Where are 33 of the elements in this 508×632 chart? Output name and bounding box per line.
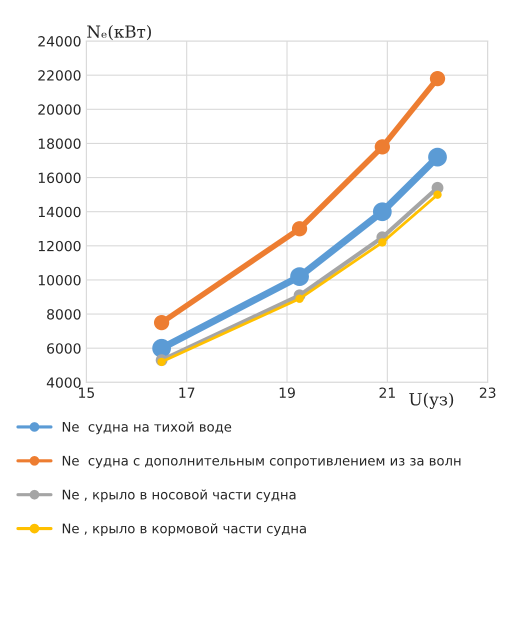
- legend-label: Ne , крыло в кормовой части судна: [62, 523, 306, 536]
- y-tick-label: 4000: [46, 377, 81, 388]
- x-tick-label: 17: [179, 388, 194, 398]
- point: [295, 294, 304, 303]
- point: [433, 190, 442, 199]
- point: [292, 221, 308, 236]
- point: [290, 267, 309, 286]
- x-tick-label: 23: [480, 387, 496, 398]
- point: [430, 70, 446, 86]
- x-tick-label: 19: [280, 387, 295, 398]
- point: [428, 148, 447, 166]
- y-tick-label: 12000: [38, 240, 81, 252]
- point: [374, 139, 390, 155]
- point: [154, 314, 170, 330]
- x-tick-label: 21: [380, 387, 395, 398]
- point: [378, 238, 386, 247]
- point: [372, 202, 392, 222]
- y-tick-label: 16000: [38, 172, 81, 184]
- y-tick-label: 18000: [38, 138, 81, 149]
- y-tick-label: 20000: [38, 104, 81, 115]
- y-tick-label: 10000: [38, 274, 81, 286]
- x-tick-label: 15: [79, 388, 94, 398]
- y-tick-label: 14000: [38, 206, 81, 218]
- legend-label: Ne судна с дополнительным сопротивлением из за волн: [62, 456, 460, 468]
- y-axis-title: Nₑ(кВт): [87, 24, 151, 40]
- legend-label: Ne , крыло в носовой части судна: [62, 489, 296, 502]
- y-tick-label: 24000: [38, 36, 81, 47]
- legend-label: Ne судна на тихой воде: [62, 422, 232, 434]
- y-tick-label: 6000: [47, 343, 81, 354]
- x-axis-title: U(уз): [409, 392, 454, 409]
- y-tick-label: 8000: [47, 309, 81, 320]
- y-tick-label: 22000: [38, 70, 81, 81]
- point: [152, 338, 171, 358]
